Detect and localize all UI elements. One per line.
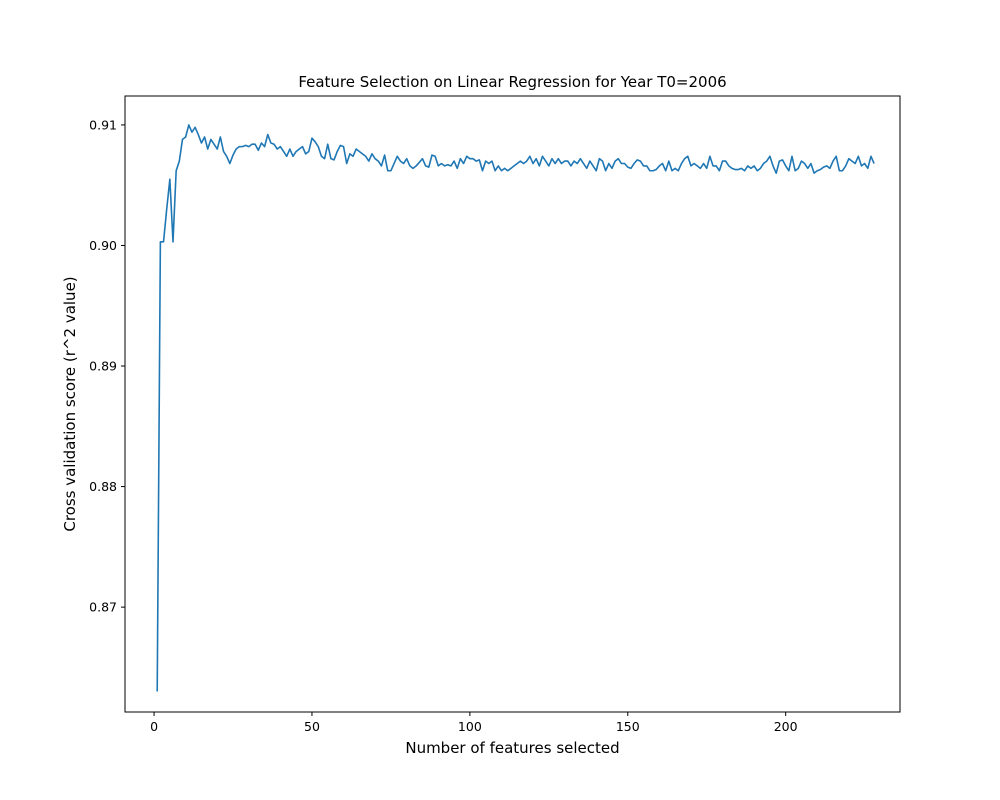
y-axis-label: Cross validation score (r^2 value): [61, 276, 79, 531]
y-axis: 0.87 0.88 0.89 0.90 0.91: [89, 117, 125, 615]
series-line: [156, 124, 875, 692]
y-tick-label: 0.88: [89, 479, 117, 494]
y-tick-label: 0.91: [89, 117, 117, 132]
x-tick-label: 50: [304, 719, 320, 734]
plot-area: [125, 96, 900, 712]
plot-frame: [124, 95, 901, 713]
chart-title: Feature Selection on Linear Regression f…: [298, 73, 726, 91]
x-tick-label: 200: [774, 719, 798, 734]
y-tick-label: 0.90: [89, 238, 117, 253]
x-axis-label: Number of features selected: [405, 739, 619, 757]
y-tick-label: 0.87: [89, 600, 117, 615]
x-axis: 0 50 100 150 200: [150, 712, 798, 734]
series-layer: [156, 124, 875, 692]
y-tick-label: 0.89: [89, 359, 117, 374]
x-tick-label: 0: [150, 719, 158, 734]
x-tick-label: 100: [458, 719, 482, 734]
x-tick-label: 150: [616, 719, 640, 734]
